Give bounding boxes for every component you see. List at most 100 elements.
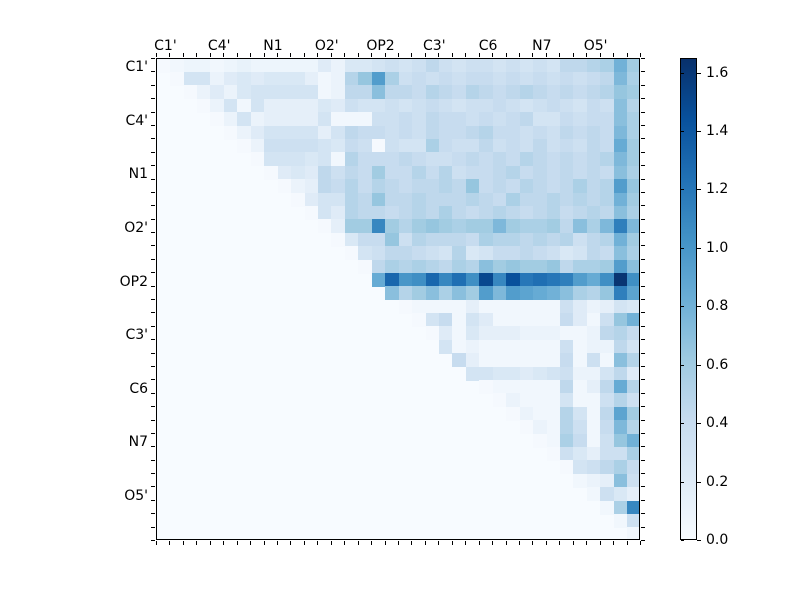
heatmap-cell [277, 179, 292, 194]
heatmap-cell [506, 339, 521, 354]
heatmap-cell [560, 98, 575, 113]
heatmap-cell [439, 152, 454, 167]
heatmap-cell [492, 139, 507, 154]
heatmap-cell [600, 420, 615, 435]
colorbar-tick-label: 1.4 [706, 123, 729, 140]
heatmap-cell [439, 246, 454, 261]
heatmap-cell [344, 205, 359, 220]
heatmap-cell [586, 326, 601, 341]
heatmap-cell [277, 139, 292, 154]
heatmap-cell [425, 179, 440, 194]
heatmap-cell [506, 85, 521, 100]
heatmap-cell [318, 205, 333, 220]
axis-tick [151, 205, 155, 207]
heatmap-cell [465, 192, 480, 207]
heatmap-cell [398, 205, 413, 220]
heatmap-cell [573, 192, 588, 207]
heatmap-cell [304, 59, 319, 73]
axis-tick [398, 53, 399, 57]
heatmap-cell [425, 313, 440, 328]
heatmap-cell [586, 406, 601, 421]
heatmap-cell [412, 232, 427, 247]
heatmap-cell [533, 420, 548, 435]
heatmap-cell [439, 72, 454, 87]
axis-tick [641, 540, 645, 541]
heatmap-cell [318, 72, 333, 87]
heatmap-cell [560, 313, 575, 328]
heatmap-cell [627, 353, 639, 368]
axis-tick [626, 541, 628, 545]
heatmap-cell [560, 259, 575, 274]
heatmap-cell [492, 152, 507, 167]
heatmap-cell [600, 446, 615, 461]
heatmap-cell [425, 59, 440, 73]
heatmap-cell [586, 299, 601, 314]
heatmap-cell [412, 112, 427, 127]
heatmap-cell [586, 205, 601, 220]
heatmap-cell [197, 72, 212, 87]
heatmap-cell [331, 179, 346, 194]
heatmap-cell [492, 219, 507, 234]
axis-tick [398, 541, 399, 545]
heatmap-cell [586, 152, 601, 167]
heatmap-cell [519, 246, 534, 261]
heatmap-cell [506, 139, 521, 154]
axis-tick [330, 53, 332, 57]
heatmap-cell [291, 179, 306, 194]
heatmap-cell [479, 85, 494, 100]
heatmap-cell [492, 125, 507, 140]
heatmap-cell [506, 313, 521, 328]
axis-tick [641, 419, 645, 421]
heatmap-cell [627, 433, 639, 448]
heatmap-cell [452, 192, 467, 207]
heatmap-cell [465, 313, 480, 328]
heatmap-cell [560, 192, 575, 207]
axis-tick [532, 53, 534, 57]
heatmap-cell [560, 339, 575, 354]
heatmap-cell [533, 406, 548, 421]
heatmap-cell [600, 353, 615, 368]
heatmap-cell [533, 246, 548, 261]
axis-tick [384, 53, 386, 57]
heatmap-cell [398, 59, 413, 73]
heatmap-cell [627, 165, 639, 180]
heatmap-cell [439, 313, 454, 328]
axis-tick [182, 53, 184, 57]
heatmap-cell [627, 112, 639, 127]
axis-tick [151, 272, 155, 274]
heatmap-cell [264, 125, 279, 140]
heatmap-cell [371, 232, 386, 247]
axis-tick [151, 459, 155, 461]
colorbar-tick [697, 364, 701, 366]
heatmap-cell [304, 112, 319, 127]
heatmap-cell [533, 259, 548, 274]
heatmap-cell [613, 313, 628, 328]
axis-tick [641, 473, 645, 475]
heatmap-cell [613, 98, 628, 113]
heatmap-cell [452, 232, 467, 247]
axis-tick [317, 541, 319, 545]
heatmap-cell [465, 125, 480, 140]
heatmap-cell [600, 460, 615, 475]
heatmap-cell [600, 500, 615, 515]
heatmap-cell [264, 152, 279, 167]
heatmap-cell [465, 286, 480, 301]
heatmap-cell [506, 125, 521, 140]
heatmap-cell [613, 112, 628, 127]
heatmap-cell [586, 393, 601, 408]
heatmap-cell [600, 85, 615, 100]
heatmap-cell [412, 205, 427, 220]
heatmap-cell [627, 420, 639, 435]
axis-tick [277, 541, 278, 545]
heatmap-cell [613, 152, 628, 167]
axis-tick [641, 339, 645, 341]
heatmap-cell [533, 98, 548, 113]
heatmap-cell [533, 286, 548, 301]
heatmap-cell [613, 165, 628, 180]
axis-tick [505, 541, 507, 545]
heatmap-cell [627, 192, 639, 207]
heatmap-cell [533, 125, 548, 140]
heatmap-cell [358, 72, 373, 87]
heatmap-cell [237, 125, 252, 140]
heatmap-cell [600, 179, 615, 194]
